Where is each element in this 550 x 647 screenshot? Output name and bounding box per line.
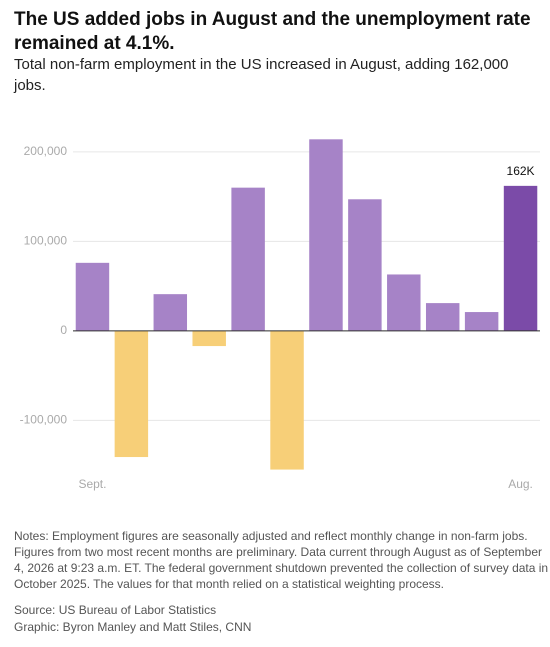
bar [464, 312, 499, 331]
credit: Graphic: Byron Manley and Matt Stiles, C… [14, 620, 252, 634]
bar [309, 139, 343, 331]
bar [75, 262, 110, 331]
chart-title: The US added jobs in August and the unem… [14, 9, 531, 54]
x-tick-label: Aug. [508, 477, 533, 491]
y-tick-label: 200,000 [24, 144, 68, 158]
bar [425, 303, 460, 331]
y-tick-label: -100,000 [20, 413, 68, 427]
x-tick-label: Sept. [78, 477, 106, 491]
bar [192, 330, 226, 347]
chart: -100,000 0 100,000 200,000 Sept. Aug. 162K [20, 139, 540, 491]
source: Source: US Bureau of Labor Statistics [14, 603, 217, 617]
bar [270, 330, 304, 470]
bar [114, 330, 149, 458]
bar [503, 185, 538, 331]
chart-subtitle: Total non-farm employment in the US incr… [14, 56, 509, 94]
bar [153, 294, 188, 331]
bar [348, 199, 382, 331]
bar [231, 187, 265, 331]
notes: Notes: Employment figures are seasonally… [14, 529, 549, 591]
y-tick-label: 0 [60, 323, 67, 337]
bar [387, 274, 421, 331]
y-tick-label: 100,000 [24, 234, 68, 248]
data-label: 162K [507, 164, 535, 178]
